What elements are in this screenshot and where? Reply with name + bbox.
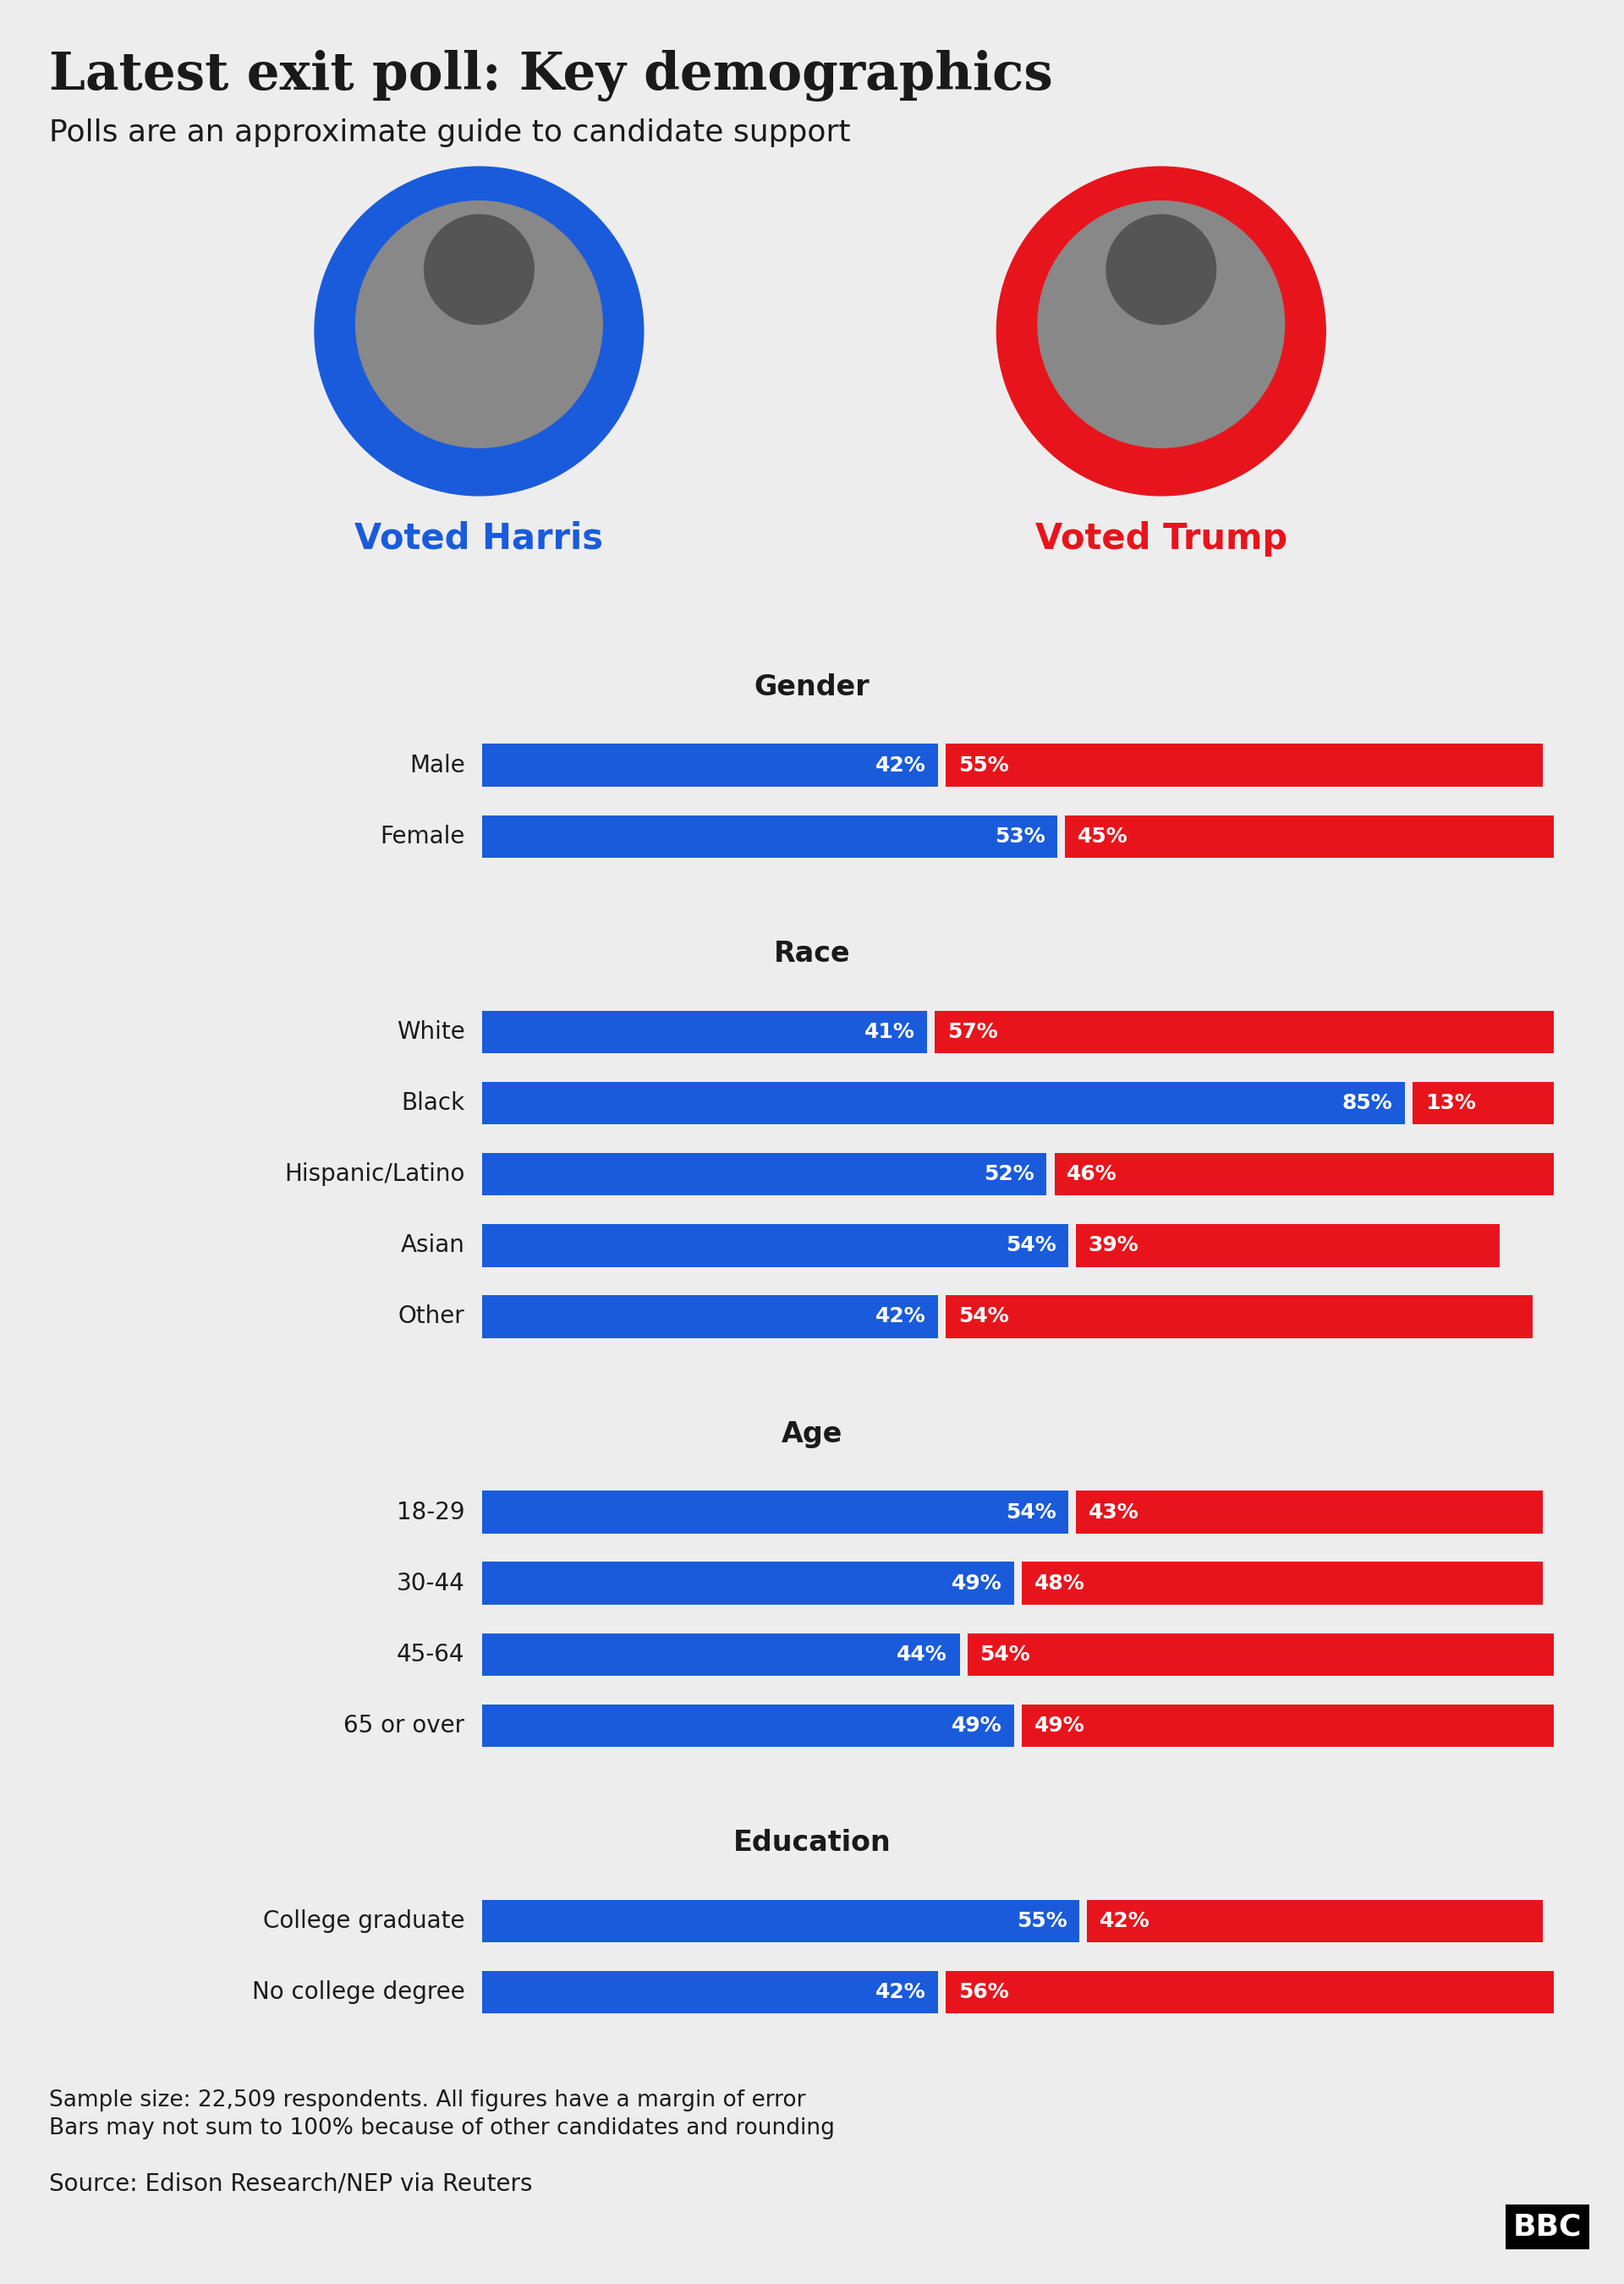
Text: 54%: 54%: [979, 1644, 1030, 1665]
Text: 53%: 53%: [994, 827, 1046, 847]
Text: Other: Other: [398, 1304, 464, 1329]
Circle shape: [356, 201, 603, 448]
Bar: [968, 1633, 1554, 1676]
Text: Latest exit poll: Key demographics: Latest exit poll: Key demographics: [49, 50, 1052, 103]
Text: Male: Male: [409, 754, 464, 777]
Text: 42%: 42%: [875, 1306, 926, 1327]
Text: 42%: 42%: [875, 756, 926, 777]
Text: Female: Female: [380, 825, 464, 847]
Bar: [482, 1224, 1069, 1268]
Text: 49%: 49%: [952, 1574, 1002, 1594]
Circle shape: [1038, 201, 1285, 448]
Text: 54%: 54%: [1005, 1503, 1056, 1523]
Bar: [1021, 1562, 1543, 1606]
Bar: [1413, 1083, 1554, 1124]
Bar: [482, 1083, 1405, 1124]
Text: Black: Black: [401, 1092, 464, 1115]
Text: BBC: BBC: [1514, 2213, 1582, 2241]
Text: 44%: 44%: [896, 1644, 947, 1665]
Text: 41%: 41%: [864, 1021, 914, 1042]
Text: 55%: 55%: [1017, 1912, 1067, 1932]
Text: 45%: 45%: [1078, 827, 1129, 847]
Text: 56%: 56%: [958, 1983, 1009, 2003]
Bar: [1086, 1900, 1543, 1941]
Text: Education: Education: [732, 1829, 892, 1857]
Text: Bars may not sum to 100% because of other candidates and rounding: Bars may not sum to 100% because of othe…: [49, 2117, 835, 2140]
Text: 46%: 46%: [1067, 1165, 1117, 1185]
Bar: [482, 1971, 939, 2014]
Text: No college degree: No college degree: [252, 1980, 464, 2003]
Text: 85%: 85%: [1341, 1094, 1393, 1112]
Bar: [482, 1295, 939, 1338]
Text: 43%: 43%: [1088, 1503, 1138, 1523]
Text: Source: Edison Research/NEP via Reuters: Source: Edison Research/NEP via Reuters: [49, 2172, 533, 2195]
Bar: [482, 1900, 1080, 1941]
Text: 42%: 42%: [1099, 1912, 1150, 1932]
Text: 30-44: 30-44: [396, 1571, 464, 1594]
Text: 65 or over: 65 or over: [344, 1713, 464, 1738]
Bar: [1021, 1704, 1554, 1747]
Text: Race: Race: [773, 939, 851, 968]
Text: 54%: 54%: [958, 1306, 1009, 1327]
Bar: [482, 1704, 1013, 1747]
Circle shape: [424, 215, 534, 324]
Text: 18-29: 18-29: [396, 1501, 464, 1523]
Bar: [1054, 1153, 1554, 1195]
Text: 55%: 55%: [958, 756, 1009, 777]
Text: 49%: 49%: [1034, 1715, 1085, 1736]
Text: College graduate: College graduate: [263, 1909, 464, 1932]
Text: Asian: Asian: [401, 1233, 464, 1256]
Text: 13%: 13%: [1426, 1094, 1476, 1112]
Text: Gender: Gender: [754, 674, 870, 701]
Bar: [482, 815, 1057, 859]
Bar: [482, 745, 939, 786]
Text: White: White: [396, 1021, 464, 1044]
Text: 45-64: 45-64: [396, 1642, 464, 1667]
Bar: [482, 1012, 927, 1053]
Text: 54%: 54%: [1005, 1236, 1056, 1256]
Bar: [482, 1562, 1013, 1606]
Text: Polls are an approximate guide to candidate support: Polls are an approximate guide to candid…: [49, 119, 851, 148]
Text: 49%: 49%: [952, 1715, 1002, 1736]
Text: Hispanic/Latino: Hispanic/Latino: [284, 1163, 464, 1185]
Text: 42%: 42%: [875, 1983, 926, 2003]
Bar: [1065, 815, 1554, 859]
Circle shape: [315, 167, 643, 496]
Text: Sample size: 22,509 respondents. All figures have a margin of error: Sample size: 22,509 respondents. All fig…: [49, 2090, 806, 2113]
Bar: [482, 1491, 1069, 1533]
Text: Voted Harris: Voted Harris: [354, 521, 604, 557]
Bar: [482, 1153, 1046, 1195]
Circle shape: [997, 167, 1325, 496]
Text: 52%: 52%: [984, 1165, 1034, 1185]
Text: Age: Age: [781, 1421, 843, 1448]
Bar: [935, 1012, 1554, 1053]
Bar: [945, 745, 1543, 786]
Bar: [1077, 1491, 1543, 1533]
Bar: [1077, 1224, 1499, 1268]
Text: 57%: 57%: [947, 1021, 997, 1042]
Text: 48%: 48%: [1034, 1574, 1085, 1594]
Text: Voted Trump: Voted Trump: [1034, 521, 1288, 557]
Bar: [482, 1633, 960, 1676]
Circle shape: [1106, 215, 1216, 324]
Text: 39%: 39%: [1088, 1236, 1138, 1256]
Bar: [945, 1971, 1554, 2014]
Bar: [945, 1295, 1531, 1338]
